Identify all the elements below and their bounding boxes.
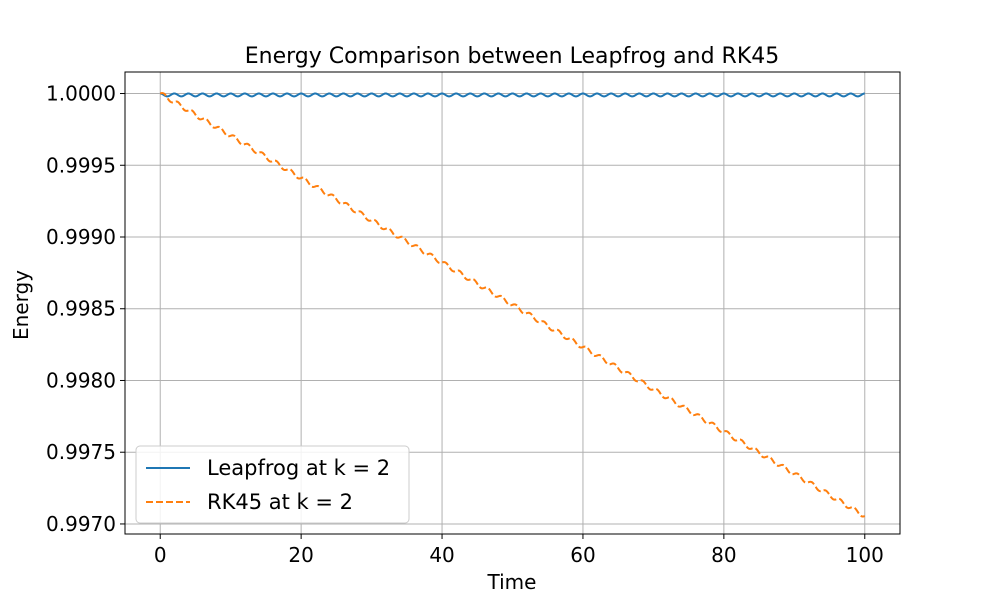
y-tick-label: 0.9975	[46, 440, 116, 464]
chart-title: Energy Comparison between Leapfrog and R…	[245, 44, 780, 69]
x-tick-label: 60	[570, 543, 595, 567]
legend-label: RK45 at k = 2	[207, 490, 353, 514]
y-tick-label: 0.9990	[46, 225, 116, 249]
series-group	[159, 92, 866, 518]
x-tick-label: 40	[429, 543, 454, 567]
x-tick-label: 100	[846, 543, 884, 567]
y-tick-label: 0.9995	[46, 153, 116, 177]
y-axis-label: Energy	[9, 270, 33, 340]
x-tick-label: 0	[154, 543, 167, 567]
legend: Leapfrog at k = 2 RK45 at k = 2	[135, 445, 410, 524]
y-tick-label: 0.9980	[46, 368, 116, 392]
legend-box	[135, 445, 410, 524]
x-axis-label: Time	[487, 570, 537, 594]
plot-frame	[124, 71, 901, 535]
x-axis: 0 20 40 60 80 100	[154, 534, 884, 567]
x-tick-label: 20	[288, 543, 313, 567]
legend-label: Leapfrog at k = 2	[207, 456, 390, 480]
y-tick-label: 0.9970	[46, 512, 116, 536]
y-tick-label: 1.0000	[46, 82, 116, 106]
series-line-leapfrog	[160, 92, 865, 98]
y-axis: 0.9970 0.9975 0.9980 0.9985 0.9990 0.9995 1.00…	[46, 82, 125, 536]
series-line-rk45	[159, 92, 866, 518]
x-tick-label: 80	[711, 543, 736, 567]
y-tick-label: 0.9985	[46, 297, 116, 321]
